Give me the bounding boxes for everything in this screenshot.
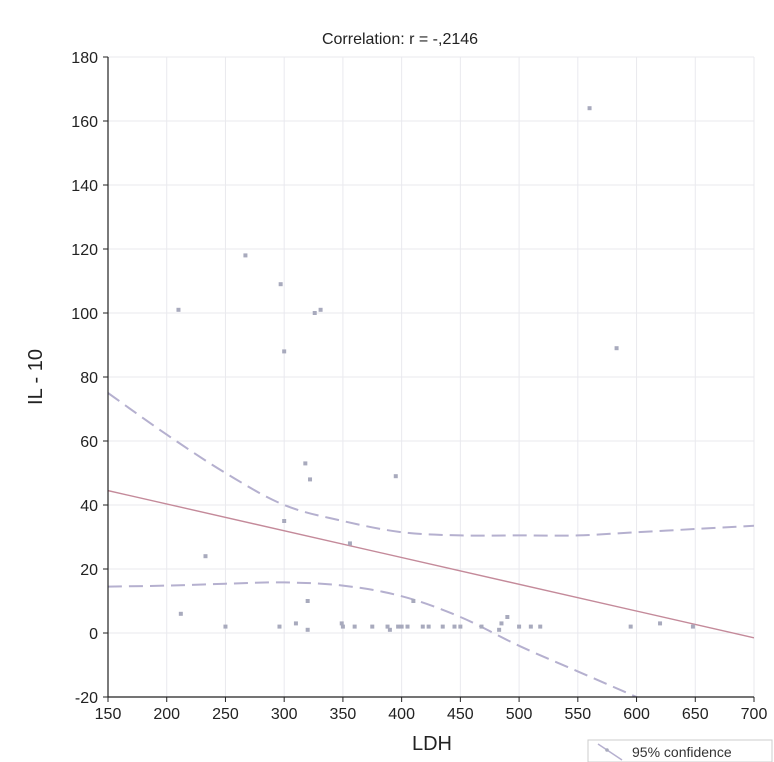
data-point [370, 624, 375, 629]
legend-swatch-marker [605, 748, 609, 752]
data-point [452, 624, 457, 629]
data-point [282, 349, 287, 354]
data-point [203, 554, 208, 559]
data-point [458, 624, 463, 629]
data-point [440, 624, 445, 629]
data-point [396, 624, 401, 629]
data-point [282, 519, 287, 523]
data-point [690, 624, 695, 629]
data-point [347, 541, 352, 546]
data-point [305, 627, 310, 632]
data-points [176, 106, 695, 632]
data-point [387, 627, 392, 632]
regression-line-group [108, 489, 754, 639]
y-tick-label: 180 [71, 50, 98, 67]
data-point [303, 461, 308, 466]
y-axis-title: IL - 10 [25, 349, 47, 405]
x-tick-label: 150 [95, 706, 122, 723]
data-point [312, 311, 317, 315]
y-tick-label: 140 [71, 178, 98, 195]
y-tick-label: 20 [80, 562, 98, 579]
data-point [614, 346, 619, 351]
data-point [517, 624, 522, 629]
data-point [420, 624, 425, 629]
data-point [528, 624, 533, 629]
x-tick-label: 500 [506, 706, 533, 723]
y-tick-label: 0 [89, 626, 98, 643]
x-tick-label: 300 [271, 706, 298, 723]
grid [107, 56, 755, 698]
data-point [538, 624, 543, 629]
data-point [658, 621, 663, 626]
data-point [352, 624, 357, 629]
y-tick-label: 100 [71, 306, 98, 323]
chart-title: Correlation: r = -,2146 [322, 31, 478, 48]
data-point [587, 106, 592, 111]
y-tick-label: -20 [75, 690, 98, 707]
x-tick-label: 200 [153, 706, 180, 723]
data-point [393, 474, 398, 479]
x-axis-ticks: 150 200 250 300 350 400 450 500 550 600 650 700 [95, 697, 768, 723]
x-tick-label: 450 [447, 706, 474, 723]
legend: 95% confidence [587, 739, 773, 762]
data-point [318, 307, 323, 312]
regression-line [108, 489, 754, 639]
data-point [499, 621, 504, 626]
data-point [426, 624, 431, 629]
y-tick-label: 40 [80, 498, 98, 515]
data-point [399, 624, 404, 629]
data-point [339, 621, 344, 626]
data-point [497, 627, 502, 632]
y-tick-label: 80 [80, 370, 98, 387]
data-point [277, 624, 282, 629]
ci-upper-line [108, 392, 754, 537]
y-axis-ticks: -20 0 20 40 60 80 100 120 140 160 180 [71, 50, 108, 707]
data-point [305, 599, 310, 603]
x-axis-title: LDH [412, 733, 452, 755]
data-point [223, 624, 228, 629]
data-point [505, 615, 510, 619]
data-point [385, 624, 390, 629]
data-point [243, 253, 248, 258]
x-tick-label: 400 [388, 706, 415, 723]
data-point [340, 624, 345, 629]
legend-box [587, 739, 773, 762]
x-tick-label: 650 [682, 706, 709, 723]
y-tick-label: 160 [71, 114, 98, 131]
data-point [176, 307, 181, 312]
ci-lower-line [108, 581, 640, 697]
confidence-band [108, 392, 754, 697]
legend-label: 95% confidence [632, 744, 732, 760]
data-point [278, 282, 283, 287]
x-tick-label: 700 [741, 706, 768, 723]
x-tick-label: 550 [564, 706, 591, 723]
data-point [405, 624, 410, 629]
y-tick-label: 120 [71, 242, 98, 259]
x-tick-label: 250 [212, 706, 239, 723]
data-point [308, 477, 313, 482]
data-point [178, 611, 183, 616]
legend-swatch [597, 743, 623, 761]
data-point [628, 624, 633, 629]
x-tick-label: 350 [330, 706, 357, 723]
data-point [479, 624, 484, 629]
y-tick-label: 60 [80, 434, 98, 451]
x-tick-label: 600 [623, 706, 650, 723]
data-point [411, 599, 416, 603]
data-point [293, 621, 298, 626]
